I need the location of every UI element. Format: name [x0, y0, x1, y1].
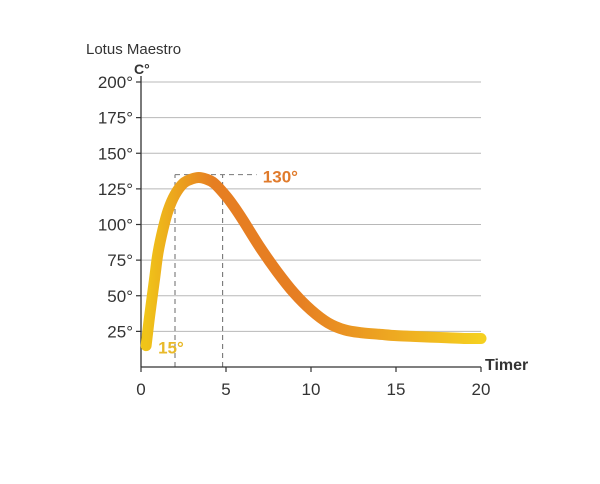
y-tick-label-6: 175°: [98, 109, 133, 128]
y-tick-label-7: 200°: [98, 73, 133, 92]
y-tick-label-4: 125°: [98, 180, 133, 199]
grid-lines: [141, 81, 481, 332]
y-axis-label: C°: [134, 61, 150, 77]
y-tick-label-3: 100°: [98, 216, 133, 235]
x-tick-label-4: 20: [472, 380, 491, 399]
chart-title: Lotus Maestro: [86, 41, 181, 58]
y-axis-ticks: 25° 50° 75° 100° 125° 150° 175° 200°: [98, 73, 141, 341]
x-tick-label-1: 5: [221, 380, 230, 399]
y-tick-label-0: 25°: [107, 322, 133, 341]
axes: [140, 76, 481, 368]
reference-lines: [174, 174, 257, 367]
start-annotation: 15°: [158, 339, 184, 358]
x-axis-label: Timer: [485, 357, 528, 374]
series-line-temperature: [140, 171, 487, 352]
x-axis-ticks: 0 5 10 15 20: [136, 367, 490, 399]
x-tick-label-0: 0: [136, 380, 145, 399]
series-layer: [140, 171, 487, 352]
x-tick-label-3: 15: [387, 380, 406, 399]
y-tick-label-1: 50°: [107, 287, 133, 306]
y-tick-label-2: 75°: [107, 251, 133, 270]
y-tick-label-5: 150°: [98, 144, 133, 163]
peak-annotation: 130°: [263, 168, 298, 187]
x-tick-label-2: 10: [302, 380, 321, 399]
